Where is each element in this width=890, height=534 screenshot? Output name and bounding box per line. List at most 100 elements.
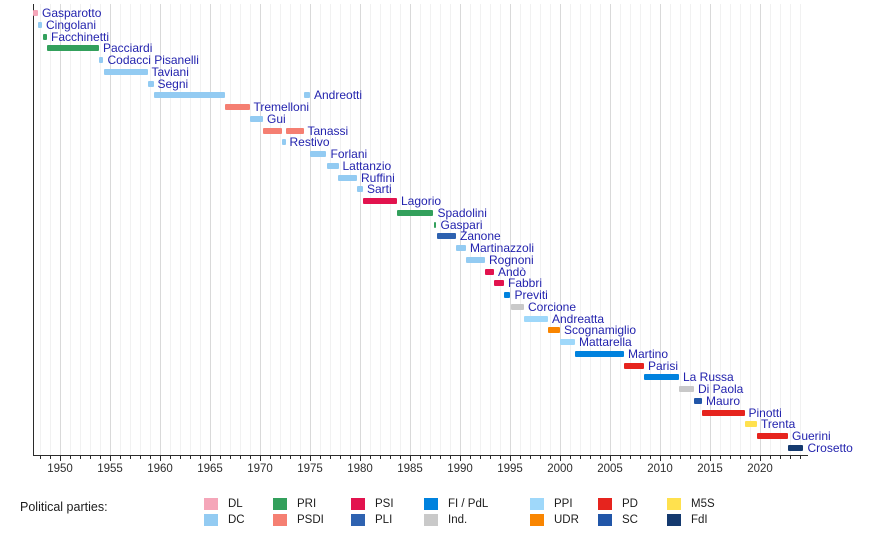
minister-label: Forlani bbox=[330, 147, 368, 161]
legend-title: Political parties: bbox=[20, 500, 108, 514]
x-axis: 1950 1955 1960 1965 1970 1975 1980 1985 1990 1995… bbox=[33, 455, 808, 486]
axis-tick bbox=[730, 456, 731, 459]
axis-tick bbox=[90, 456, 91, 459]
axis-tick-label: 2015 bbox=[697, 463, 723, 475]
axis-tick bbox=[640, 456, 641, 459]
legend-color-swatch bbox=[351, 498, 365, 510]
timeline-bar bbox=[33, 10, 38, 16]
minister-label: Facchinetti bbox=[51, 29, 110, 44]
axis-tick bbox=[260, 456, 261, 461]
axis-tick bbox=[240, 456, 241, 459]
axis-tick bbox=[490, 456, 491, 459]
axis-tick bbox=[589, 456, 591, 459]
legend-item-label: DC bbox=[228, 514, 245, 526]
axis-tick bbox=[390, 456, 391, 459]
minister-row: Previti bbox=[33, 288, 808, 302]
minister-label: Trenta bbox=[761, 417, 796, 432]
gridline bbox=[120, 4, 121, 455]
gridline bbox=[410, 4, 411, 455]
timeline-bar bbox=[224, 104, 250, 110]
timeline-bar bbox=[103, 68, 148, 75]
timeline-bar bbox=[47, 45, 99, 52]
minister-row: Mattarella bbox=[33, 335, 808, 349]
axis-tick bbox=[140, 456, 141, 459]
minister-label: Lagorio bbox=[401, 194, 442, 208]
gridline bbox=[600, 4, 601, 455]
axis-tick bbox=[649, 456, 651, 459]
legend-item-label: PSI bbox=[375, 498, 394, 510]
axis-tick bbox=[740, 456, 741, 459]
axis-tick bbox=[250, 456, 251, 459]
axis-tick bbox=[360, 456, 361, 461]
gridline bbox=[620, 4, 621, 455]
legend-item-label: SC bbox=[622, 514, 638, 526]
minister-label: La Russa bbox=[683, 370, 734, 385]
timeline-bar bbox=[263, 127, 282, 134]
legend-item-label: Ind. bbox=[448, 514, 468, 526]
timeline-bar bbox=[504, 292, 511, 298]
timeline-bar bbox=[624, 362, 644, 369]
axis-tick bbox=[610, 456, 611, 461]
axis-tick-label: 1970 bbox=[247, 463, 273, 475]
minister-row: Spadolini bbox=[33, 206, 808, 220]
minister-row: Trenta bbox=[33, 417, 808, 432]
minister-row: Tanassi bbox=[33, 124, 808, 138]
axis-tick bbox=[190, 456, 191, 459]
minister-row: Corcione bbox=[33, 300, 808, 314]
minister-row: Di Paola bbox=[33, 382, 808, 396]
minister-row: Fabbri bbox=[33, 276, 808, 290]
timeline-bar bbox=[757, 433, 788, 439]
timeline-bar bbox=[326, 162, 339, 169]
axis-tick bbox=[370, 456, 371, 459]
timeline-bar bbox=[249, 115, 263, 122]
legend-color-swatch bbox=[351, 514, 365, 526]
legend-item-label: DL bbox=[228, 498, 243, 510]
axis-tick-label: 2010 bbox=[647, 463, 673, 475]
axis-tick-label: 2005 bbox=[597, 463, 623, 475]
timeline-bar bbox=[788, 444, 804, 451]
gridline bbox=[580, 4, 581, 455]
timeline-bar bbox=[436, 233, 456, 240]
timeline-bar bbox=[678, 386, 694, 392]
legend-item-label: UDR bbox=[554, 514, 579, 526]
minister-label: Guerini bbox=[792, 429, 831, 443]
axis-tick bbox=[330, 456, 331, 459]
minister-label: Mattarella bbox=[579, 335, 632, 349]
timeline-bar bbox=[282, 139, 286, 146]
gridline bbox=[480, 4, 481, 455]
gridline bbox=[380, 4, 381, 455]
timeline-bar bbox=[98, 57, 104, 63]
legend-item-label: FI / PdL bbox=[448, 498, 489, 510]
legend-color-swatch bbox=[667, 498, 681, 510]
axis-tick bbox=[410, 456, 411, 461]
gridline bbox=[490, 4, 491, 455]
minister-row: Martino bbox=[33, 346, 808, 361]
axis-tick bbox=[780, 456, 781, 459]
gridline bbox=[130, 4, 131, 455]
gridline bbox=[730, 4, 731, 455]
minister-label: Parisi bbox=[648, 358, 679, 373]
gridline bbox=[660, 4, 661, 455]
axis-tick bbox=[450, 456, 451, 459]
timeline-bar bbox=[37, 21, 42, 28]
timeline-plot: Gasparotto Cingolani Facchinetti Pacciardi C… bbox=[33, 4, 853, 455]
minister-label: Martino bbox=[628, 346, 669, 361]
legend-item-label: PLI bbox=[375, 514, 393, 526]
gridline bbox=[440, 4, 441, 455]
legend-color-swatch bbox=[424, 514, 438, 526]
timeline-bar bbox=[548, 327, 560, 334]
timeline-bar bbox=[643, 374, 679, 381]
minister-label: Previti bbox=[514, 288, 548, 302]
axis-tick bbox=[570, 456, 571, 459]
gridline bbox=[40, 4, 41, 455]
axis-tick bbox=[69, 456, 71, 459]
timeline-bar bbox=[510, 303, 524, 310]
axis-tick bbox=[150, 456, 151, 459]
minister-row: Zanone bbox=[33, 229, 808, 243]
minister-label: Gui bbox=[267, 111, 286, 126]
axis-tick bbox=[600, 456, 601, 459]
y-axis-line bbox=[33, 4, 34, 455]
gridline bbox=[470, 4, 471, 455]
gridline bbox=[649, 4, 651, 455]
